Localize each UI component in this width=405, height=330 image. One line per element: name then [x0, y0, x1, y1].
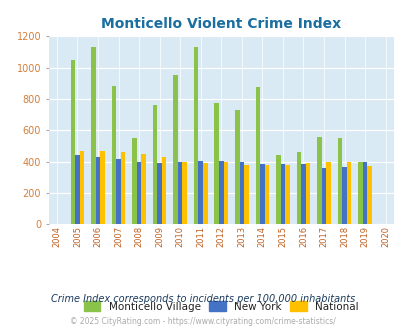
Bar	[223, 162, 228, 224]
Bar	[255, 87, 260, 224]
Bar	[79, 151, 84, 224]
Bar	[202, 163, 207, 224]
Legend: Monticello Village, New York, National: Monticello Village, New York, National	[79, 297, 362, 316]
Bar	[141, 154, 145, 224]
Bar	[357, 162, 362, 224]
Bar	[162, 157, 166, 224]
Bar	[194, 47, 198, 224]
Bar	[100, 151, 104, 224]
Bar	[91, 47, 96, 224]
Bar	[132, 138, 136, 224]
Bar	[234, 110, 239, 224]
Bar	[198, 161, 202, 224]
Text: © 2025 CityRating.com - https://www.cityrating.com/crime-statistics/: © 2025 CityRating.com - https://www.city…	[70, 317, 335, 326]
Bar	[218, 161, 223, 224]
Bar	[182, 162, 187, 224]
Bar	[284, 165, 289, 224]
Bar	[136, 162, 141, 224]
Bar	[157, 163, 162, 224]
Title: Monticello Violent Crime Index: Monticello Violent Crime Index	[101, 17, 341, 31]
Bar	[367, 166, 371, 224]
Bar	[362, 162, 367, 224]
Bar	[214, 103, 218, 224]
Bar	[116, 159, 121, 224]
Bar	[316, 137, 321, 224]
Bar	[177, 162, 182, 224]
Bar	[337, 138, 341, 224]
Text: Crime Index corresponds to incidents per 100,000 inhabitants: Crime Index corresponds to incidents per…	[51, 294, 354, 304]
Bar	[346, 162, 350, 224]
Bar	[264, 165, 269, 224]
Bar	[260, 164, 264, 224]
Bar	[75, 155, 79, 224]
Bar	[243, 165, 248, 224]
Bar	[341, 167, 346, 224]
Bar	[296, 152, 301, 224]
Bar	[239, 162, 243, 224]
Bar	[326, 162, 330, 224]
Bar	[305, 163, 309, 224]
Bar	[96, 157, 100, 224]
Bar	[275, 155, 280, 224]
Bar	[173, 76, 177, 224]
Bar	[321, 168, 326, 224]
Bar	[153, 105, 157, 224]
Bar	[111, 86, 116, 224]
Bar	[70, 60, 75, 224]
Bar	[280, 164, 284, 224]
Bar	[301, 164, 305, 224]
Bar	[121, 151, 125, 224]
